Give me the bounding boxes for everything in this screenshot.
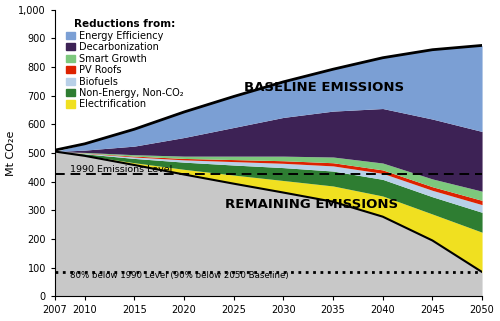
Legend: Energy Efficiency, Decarbonization, Smart Growth, PV Roofs, Biofuels, Non-Energy: Energy Efficiency, Decarbonization, Smar… (64, 17, 186, 111)
Text: 80% below 1990 Level (90% below 2050 Baseline): 80% below 1990 Level (90% below 2050 Bas… (70, 271, 288, 280)
Text: REMAINING EMISSIONS: REMAINING EMISSIONS (224, 198, 398, 211)
Text: BASELINE EMISSIONS: BASELINE EMISSIONS (244, 81, 404, 93)
Text: 1990 Emissions Level: 1990 Emissions Level (70, 165, 172, 174)
Y-axis label: Mt CO₂e: Mt CO₂e (6, 130, 16, 176)
